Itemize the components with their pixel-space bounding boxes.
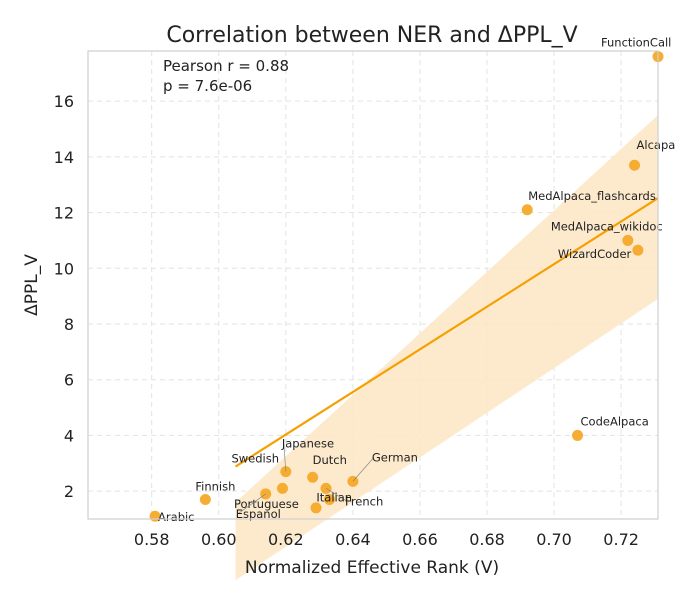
point-wizardcoder [632,244,644,256]
x-axis-ticks: 0.58 0.60 0.62 0.64 0.66 0.68 0.70 0.72 [134,530,639,549]
point-dutch [307,471,319,483]
y-axis-label: ΔPPL_V [22,254,42,316]
x-tick-label: 0.70 [536,530,572,549]
point-swedish [276,482,288,494]
x-tick-label: 0.72 [603,530,639,549]
point-portuguese [310,502,322,514]
confidence-band-layer [235,115,658,581]
leader-line [237,493,266,515]
y-tick-label: 4 [64,426,74,445]
point-label: WizardCoder [558,247,632,261]
point-medalpaca_wikidoc [622,234,634,246]
y-axis-ticks: 2 4 6 8 10 12 14 16 [54,92,74,501]
point-label: Finnish [195,480,235,494]
pearson-annotation: Pearson r = 0.88 [163,57,289,75]
point-label: Espanol [236,507,281,521]
point-label: German [372,450,418,464]
regression-line [234,197,659,468]
x-axis-label: Normalized Effective Rank (V) [245,558,499,578]
point-label: FunctionCall [601,36,671,50]
point-finnish [199,494,211,505]
regression-line-layer [234,197,659,468]
chart-title: Correlation between NER and ΔPPL_V [166,23,577,48]
point-medalpaca_flashcards [521,204,533,216]
y-tick-label: 10 [54,259,74,278]
leader-line [283,443,287,472]
point-label: Dutch [313,453,347,467]
y-tick-label: 6 [64,371,74,390]
leader-line [352,457,375,482]
plot-frame [87,50,659,520]
point-label: Swedish [231,451,279,465]
points-layer [149,51,664,522]
x-tick-label: 0.58 [134,530,170,549]
point-label: CodeAlpaca [581,414,649,428]
point-label: Japanese [281,437,334,451]
y-tick-label: 14 [54,148,74,167]
x-tick-label: 0.64 [335,530,371,549]
point-label: Italian [316,491,352,505]
x-tick-label: 0.62 [268,530,304,549]
x-tick-label: 0.60 [201,530,237,549]
point-label: Portuguese [234,497,299,511]
x-tick-label: 0.68 [469,530,505,549]
y-tick-label: 16 [54,92,74,111]
confidence-band [235,115,658,581]
point-label: French [345,494,383,508]
point-label: MedAlpaca_wikidoc [551,219,663,233]
y-tick-label: 12 [54,204,74,223]
point-label: Alcapa [637,138,676,152]
point-alcapa [629,159,641,171]
x-tick-label: 0.66 [402,530,438,549]
leader-line [325,488,348,502]
y-tick-label: 2 [64,482,74,501]
point-label: Arabic [158,510,194,524]
p-value-annotation: p = 7.6e-06 [163,77,252,95]
point-label: MedAlpaca_flashcards [528,189,656,203]
point-codealpaca [572,429,584,441]
point-labels-layer: FunctionCall Alcapa MedAlpaca_flashcards Me… [158,36,675,525]
y-tick-label: 8 [64,315,74,334]
point-italian [323,494,335,505]
